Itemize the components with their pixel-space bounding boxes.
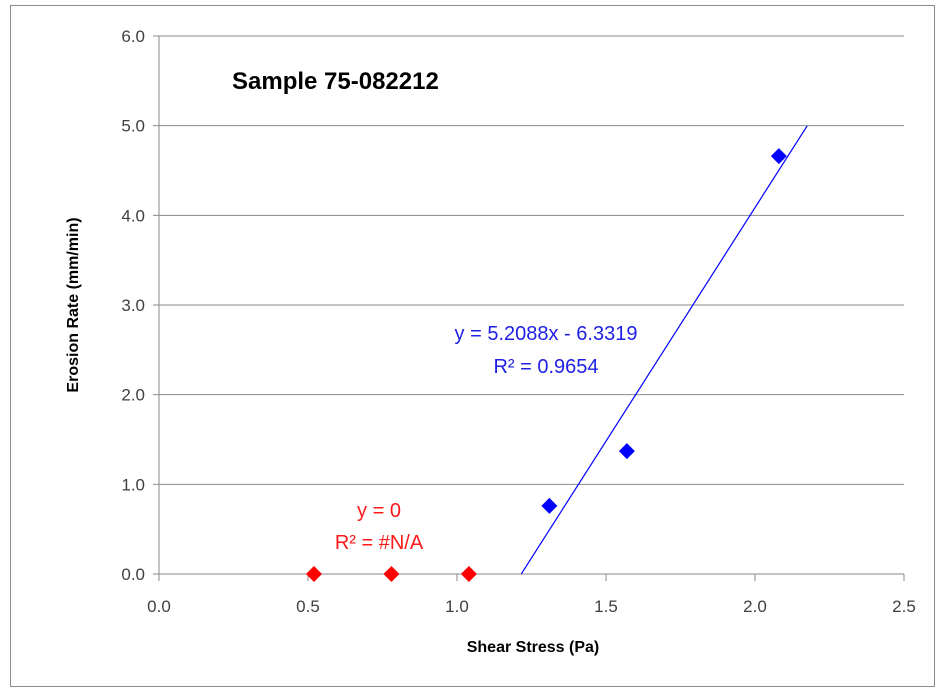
trendlines: [520, 125, 808, 575]
x-axis-title: Shear Stress (Pa): [467, 639, 600, 656]
y-tick-label: 5.0: [121, 117, 145, 136]
data-point-series-1-1: [618, 443, 635, 460]
gridlines: [159, 35, 904, 485]
data-point-series-0-0: [305, 566, 322, 582]
chart-title: Sample 75-082212: [232, 68, 439, 95]
y-tick-label: 3.0: [121, 296, 145, 315]
tick-labels: 0.0 1.0 2.0 3.0 4.0 5.0 6.0 0.0 0.5 1.0 1.5 2.0 2.5: [121, 27, 915, 616]
x-tick-label: 0.0: [147, 597, 171, 616]
y-axis-title: Erosion Rate (mm/min): [65, 217, 82, 392]
y-tick-label: 6.0: [121, 27, 145, 46]
x-tick-label: 1.0: [445, 597, 469, 616]
red-trendline-equation: y = 0: [357, 500, 401, 522]
trendline-series-1: [520, 125, 808, 575]
axes: [153, 35, 905, 581]
y-tick-label: 2.0: [121, 386, 145, 405]
red-trendline-r2: R² = #N/A: [335, 532, 424, 554]
data-point-series-1-0: [541, 497, 558, 514]
y-tick-label: 4.0: [121, 206, 145, 225]
x-tick-label: 2.0: [743, 597, 767, 616]
blue-trendline-equation: y = 5.2088x - 6.3319: [455, 323, 638, 345]
data-point-series-0-2: [460, 566, 477, 582]
y-tick-label: 1.0: [121, 475, 145, 494]
data-point-series-1-2: [770, 148, 787, 165]
data-points: [305, 148, 787, 582]
x-tick-label: 0.5: [296, 597, 320, 616]
blue-trendline-r2: R² = 0.9654: [493, 356, 598, 378]
x-tick-label: 2.5: [892, 597, 916, 616]
data-point-series-0-1: [383, 566, 400, 582]
y-tick-label: 0.0: [121, 565, 145, 584]
x-tick-label: 1.5: [594, 597, 618, 616]
